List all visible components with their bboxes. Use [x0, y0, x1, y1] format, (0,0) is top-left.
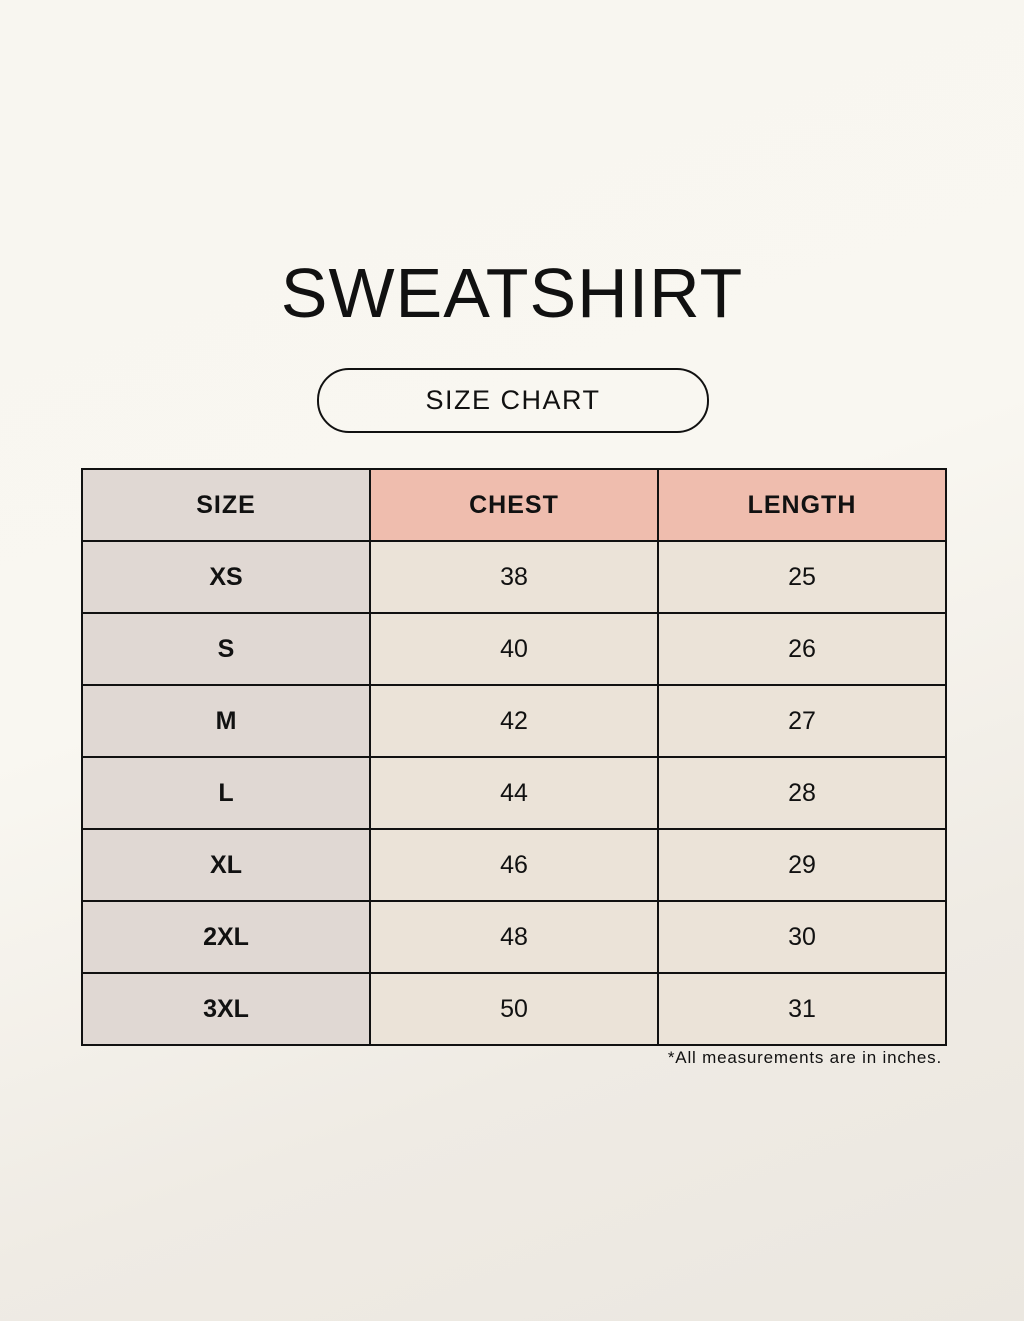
size-chart-label: SIZE CHART	[317, 368, 709, 433]
header-chest: CHEST	[369, 468, 659, 542]
chest-cell: 48	[369, 900, 659, 974]
length-cell: 29	[657, 828, 947, 902]
table-row: XS 38 25	[81, 540, 947, 614]
chest-cell: 44	[369, 756, 659, 830]
chest-cell: 46	[369, 828, 659, 902]
size-cell: 2XL	[81, 900, 371, 974]
page-title: SWEATSHIRT	[280, 254, 744, 332]
size-cell: XS	[81, 540, 371, 614]
size-cell: S	[81, 612, 371, 686]
chest-cell: 42	[369, 684, 659, 758]
table-row: 3XL 50 31	[81, 972, 947, 1046]
length-cell: 25	[657, 540, 947, 614]
size-table: SIZE CHEST LENGTH XS 38 25 S 40 26 M 42 27 L 44 28 X…	[81, 468, 947, 1046]
length-cell: 31	[657, 972, 947, 1046]
length-cell: 30	[657, 900, 947, 974]
size-cell: 3XL	[81, 972, 371, 1046]
table-row: L 44 28	[81, 756, 947, 830]
chest-cell: 40	[369, 612, 659, 686]
length-cell: 28	[657, 756, 947, 830]
table-row: 2XL 48 30	[81, 900, 947, 974]
table-header-row: SIZE CHEST LENGTH	[81, 468, 947, 542]
table-row: XL 46 29	[81, 828, 947, 902]
chest-cell: 38	[369, 540, 659, 614]
table-row: M 42 27	[81, 684, 947, 758]
size-cell: M	[81, 684, 371, 758]
length-cell: 26	[657, 612, 947, 686]
size-cell: L	[81, 756, 371, 830]
length-cell: 27	[657, 684, 947, 758]
size-cell: XL	[81, 828, 371, 902]
table-row: S 40 26	[81, 612, 947, 686]
chest-cell: 50	[369, 972, 659, 1046]
footnote: *All measurements are in inches.	[667, 1048, 942, 1067]
header-size: SIZE	[81, 468, 371, 542]
header-length: LENGTH	[657, 468, 947, 542]
